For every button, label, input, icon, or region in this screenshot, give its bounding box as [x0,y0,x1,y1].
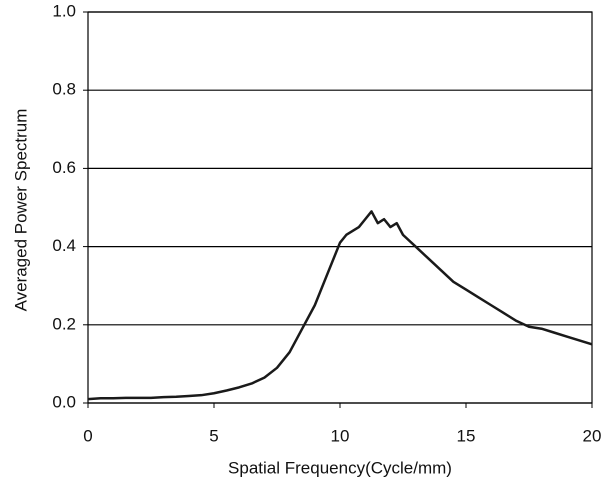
y-tick-label: 0.4 [52,236,76,255]
y-tick-label: 0.8 [52,80,76,99]
x-tick-label: 20 [583,426,602,445]
y-tick-label: 0.2 [52,314,76,333]
x-tick-label: 0 [83,426,92,445]
y-tick-label: 1.0 [52,1,76,20]
x-tick-label: 10 [331,426,350,445]
x-tick-label: 15 [457,426,476,445]
y-tick-label: 0.0 [52,392,76,411]
plot-frame [87,11,593,404]
data-line [87,210,593,401]
x-tick-label: 5 [209,426,218,445]
x-axis-label: Spatial Frequency(Cycle/mm) [228,458,452,477]
y-axis-label: Averaged Power Spectrum [11,109,30,312]
y-tick-label: 0.6 [52,158,76,177]
